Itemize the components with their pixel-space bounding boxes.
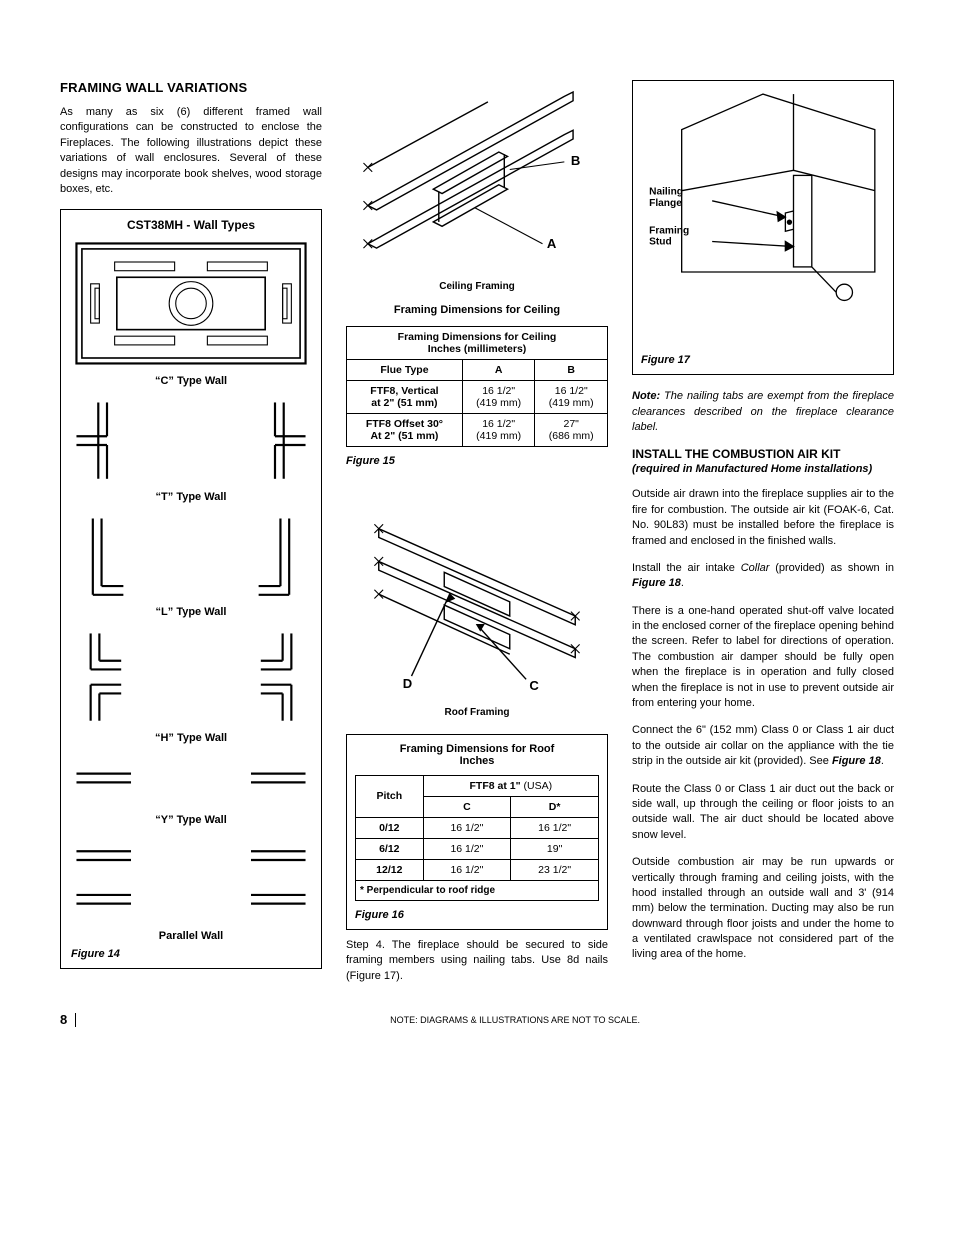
page-grid: FRAMING WALL VARIATIONS As many as six (…: [60, 80, 894, 984]
roof-title-1: Framing Dimensions for Roof: [400, 743, 555, 755]
wall-types-title: CST38MH - Wall Types: [71, 218, 311, 232]
table-row: 0/12 16 1/2" 16 1/2": [356, 817, 599, 838]
page-number: 8: [60, 1012, 67, 1027]
roof-table: Pitch FTF8 at 1" (USA) C D* 0/12 16 1/2"…: [355, 775, 599, 881]
th-d: D*: [511, 796, 599, 817]
figure-17-box: Nailing Flange Framing Stud Figure 17: [632, 80, 894, 375]
page-footer: 8 NOTE: DIAGRAMS & ILLUSTRATIONS ARE NOT…: [60, 1012, 894, 1027]
th-b: B: [535, 359, 608, 380]
p3: There is a one-hand operated shut-off va…: [632, 604, 894, 712]
step-4-text: Step 4. The fireplace should be secured …: [346, 938, 608, 984]
svg-text:Stud: Stud: [649, 237, 672, 248]
wall-types-box: CST38MH - Wall Types: [60, 209, 322, 968]
th-flue: Flue Type: [347, 359, 463, 380]
column-3: Nailing Flange Framing Stud Figure 17 No…: [632, 80, 894, 984]
svg-text:Flange: Flange: [649, 198, 682, 209]
th-c: C: [423, 796, 511, 817]
roof-footnote: * Perpendicular to roof ridge: [355, 881, 599, 901]
figure-17-diagram: Nailing Flange Framing Stud: [641, 89, 885, 343]
c-type-diagram: [71, 238, 311, 369]
p4: Connect the 6" (152 mm) Class 0 or Class…: [632, 723, 894, 769]
th-a: A: [462, 359, 535, 380]
svg-text:Nailing: Nailing: [649, 187, 683, 198]
ceiling-dims-heading: Framing Dimensions for Ceiling: [346, 304, 608, 316]
h-type-diagram: [71, 628, 311, 726]
roof-framing-caption: Roof Framing: [346, 707, 608, 718]
parallel-diagram: [71, 836, 311, 923]
ceiling-table: Framing Dimensions for Ceiling Inches (m…: [346, 326, 608, 447]
table-row: 12/12 16 1/2" 23 1/2": [356, 859, 599, 880]
t-type-label: “T” Type Wall: [71, 491, 311, 503]
table-row: FTF8 Offset 30°At 2" (51 mm) 16 1/2"(419…: [347, 413, 608, 446]
svg-text:Framing: Framing: [649, 225, 689, 236]
p5: Route the Class 0 or Class 1 air duct ou…: [632, 782, 894, 844]
p2: Install the air intake Collar (provided)…: [632, 561, 894, 592]
intro-text: As many as six (6) different framed wall…: [60, 105, 322, 197]
figure-14-label: Figure 14: [71, 948, 311, 960]
c-type-label: “C” Type Wall: [71, 375, 311, 387]
ceiling-table-title-2: Inches (millimeters): [428, 343, 527, 355]
column-2: B A Ceiling Framing Framing Dimensions f…: [346, 80, 608, 984]
label-c: C: [529, 678, 539, 693]
figure-16-label: Figure 16: [355, 909, 599, 921]
p6: Outside combustion air may be run upward…: [632, 855, 894, 963]
install-sub: (required in Manufactured Home installat…: [632, 463, 894, 475]
label-b: B: [571, 153, 580, 168]
column-1: FRAMING WALL VARIATIONS As many as six (…: [60, 80, 322, 984]
figure-15-label: Figure 15: [346, 455, 608, 467]
y-type-label: “Y” Type Wall: [71, 814, 311, 826]
l-type-diagram: [71, 513, 311, 600]
figure-17-label: Figure 17: [641, 354, 885, 366]
p1: Outside air drawn into the fireplace sup…: [632, 487, 894, 549]
t-type-diagram: [71, 397, 311, 484]
roof-table-box: Framing Dimensions for Roof Inches Pitch…: [346, 734, 608, 930]
heading-framing-wall: FRAMING WALL VARIATIONS: [60, 80, 322, 95]
y-type-diagram: [71, 754, 311, 809]
note-text: Note: The nailing tabs are exempt from t…: [632, 389, 894, 435]
parallel-label: Parallel Wall: [71, 930, 311, 942]
th-pitch: Pitch: [356, 775, 424, 817]
table-row: FTF8, Verticalat 2" (51 mm) 16 1/2"(419 …: [347, 380, 608, 413]
roof-title-2: Inches: [460, 755, 495, 767]
install-heading: INSTALL THE COMBUSTION AIR KIT: [632, 447, 894, 461]
table-row: 6/12 16 1/2" 19": [356, 838, 599, 859]
roof-framing-diagram: D C: [346, 485, 608, 703]
ceiling-framing-diagram: B A: [346, 80, 608, 277]
label-a: A: [547, 236, 557, 251]
ceiling-table-title-1: Framing Dimensions for Ceiling: [398, 331, 557, 343]
ceiling-framing-caption: Ceiling Framing: [346, 281, 608, 292]
h-type-label: “H” Type Wall: [71, 732, 311, 744]
label-d: D: [403, 676, 412, 691]
footer-note: NOTE: DIAGRAMS & ILLUSTRATIONS ARE NOT T…: [76, 1015, 894, 1025]
l-type-label: “L” Type Wall: [71, 606, 311, 618]
